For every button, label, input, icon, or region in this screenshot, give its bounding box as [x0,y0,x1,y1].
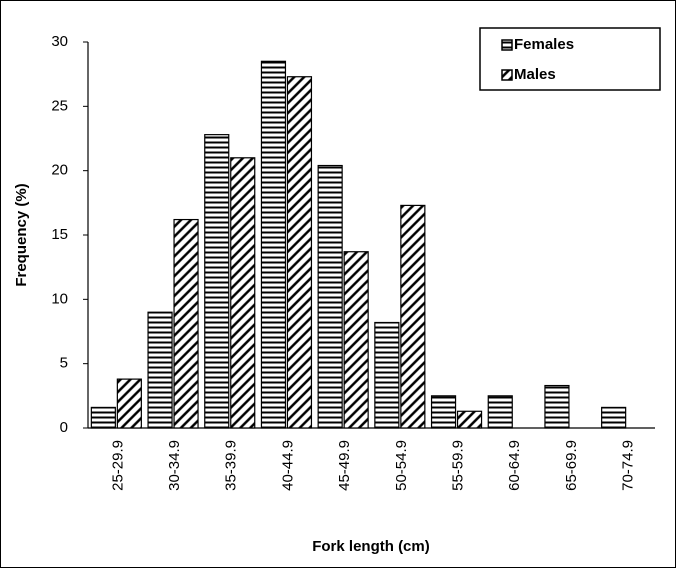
y-tick-label: 10 [51,290,68,307]
y-tick-label: 5 [60,355,68,372]
bar [230,157,256,429]
x-axis-label: Fork length (cm) [312,538,430,555]
bar [343,251,369,429]
x-tick-label: 30-34.9 [166,440,183,491]
bar [204,134,230,429]
x-tick-label: 55-59.9 [450,440,467,491]
bar [116,378,142,429]
x-tick-label: 35-39.9 [223,440,240,491]
y-tick-label: 20 [51,162,68,179]
x-tick-label: 70-74.9 [620,440,637,491]
y-tick-label: 30 [51,33,68,50]
x-tick-label: 40-44.9 [279,440,296,491]
bar [430,395,457,429]
bar [260,60,287,429]
bar [487,395,513,429]
legend-swatch [501,39,513,51]
legend-label: Females [514,36,574,53]
bar [317,164,343,429]
legend-swatch [501,69,513,81]
x-tick-label: 65-69.9 [563,440,580,491]
bar [544,384,570,429]
y-tick-label: 0 [60,419,68,436]
bar [286,76,313,429]
bar [601,406,627,429]
bar [456,410,483,429]
y-tick-label: 15 [51,226,68,243]
legend-label: Males [514,66,556,83]
bar [374,321,400,429]
y-tick-label: 25 [51,97,68,114]
x-tick-label: 50-54.9 [393,440,410,491]
bar [147,311,173,429]
bar [173,218,199,429]
y-axis-label: Frequency (%) [13,183,30,286]
x-tick-label: 45-49.9 [336,440,353,491]
bar [90,406,116,429]
x-tick-label: 25-29.9 [109,440,126,491]
bar [400,204,426,429]
x-tick-label: 60-64.9 [506,440,523,491]
